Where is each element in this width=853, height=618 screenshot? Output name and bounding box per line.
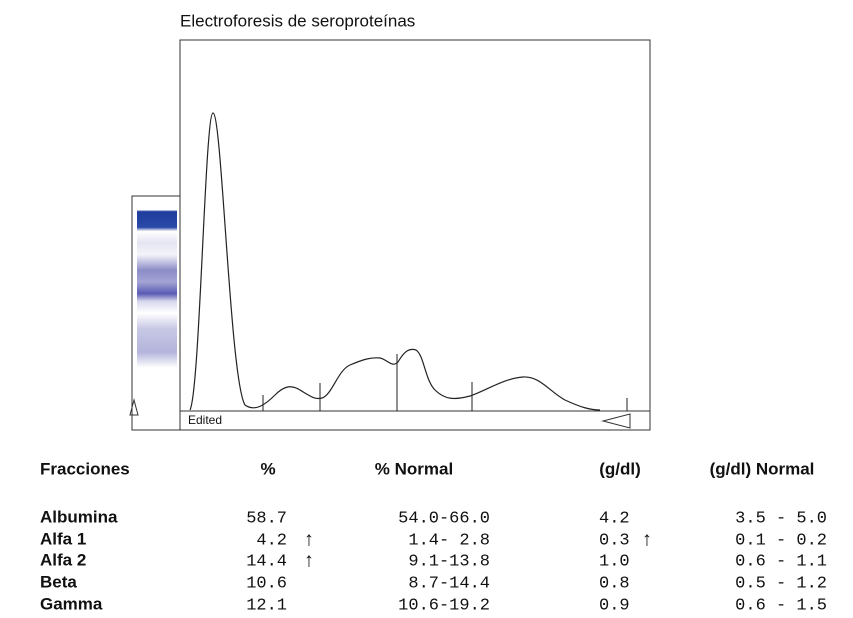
percent-flag: ↑ bbox=[304, 528, 314, 550]
percent: 58.7 bbox=[246, 509, 287, 528]
gdl-flag: ↑ bbox=[642, 528, 652, 550]
graph-label: Edited bbox=[188, 413, 222, 427]
graph-frame bbox=[180, 40, 650, 430]
percent-flag: ↑ bbox=[304, 549, 314, 571]
fraction-name: Gamma bbox=[40, 594, 103, 613]
gdl: 0.9 bbox=[599, 596, 630, 615]
fraction-name: Beta bbox=[40, 572, 77, 591]
gdl: 0.3 bbox=[599, 531, 630, 550]
header: (g/dl) Normal bbox=[710, 459, 815, 478]
percent: 14.4 bbox=[246, 552, 287, 571]
title: Electroforesis de seroproteínas bbox=[180, 11, 415, 30]
gdl: 0.8 bbox=[599, 574, 630, 593]
percent-normal: 1.4- 2.8 bbox=[408, 531, 490, 550]
percent: 10.6 bbox=[246, 574, 287, 593]
gdl-normal: 0.6 - 1.1 bbox=[735, 552, 827, 571]
gel-bands bbox=[137, 200, 177, 395]
gdl-normal: 0.1 - 0.2 bbox=[735, 531, 827, 550]
fraction-name: Alfa 1 bbox=[40, 529, 86, 548]
percent-normal: 54.0-66.0 bbox=[398, 509, 490, 528]
gdl-normal: 0.5 - 1.2 bbox=[735, 574, 827, 593]
report: Electroforesis de seroproteínas Edited F… bbox=[0, 0, 853, 618]
header: % Normal bbox=[375, 459, 453, 478]
gdl: 4.2 bbox=[599, 509, 630, 528]
percent-normal: 8.7-14.4 bbox=[408, 574, 490, 593]
percent: 4.2 bbox=[256, 531, 287, 550]
header: (g/dl) bbox=[599, 459, 641, 478]
gdl: 1.0 bbox=[599, 552, 630, 571]
gdl-normal: 3.5 - 5.0 bbox=[735, 509, 827, 528]
percent-normal: 9.1-13.8 bbox=[408, 552, 490, 571]
fraction-name: Albumina bbox=[40, 507, 118, 526]
fraction-name: Alfa 2 bbox=[40, 550, 86, 569]
header: % bbox=[260, 459, 275, 478]
percent: 12.1 bbox=[246, 596, 287, 615]
gdl-normal: 0.6 - 1.5 bbox=[735, 596, 827, 615]
header: Fracciones bbox=[40, 459, 130, 478]
percent-normal: 10.6-19.2 bbox=[398, 596, 490, 615]
